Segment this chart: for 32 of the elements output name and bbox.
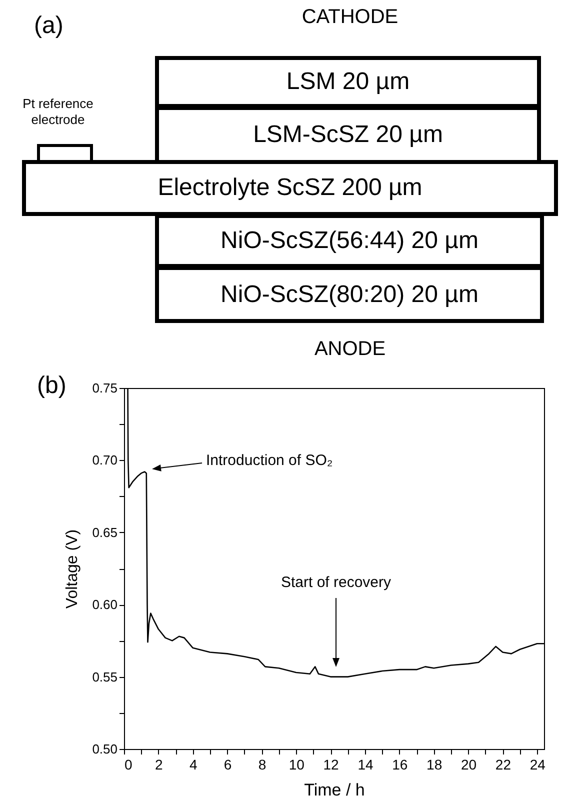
annotation: Start of recovery	[280, 574, 392, 591]
text: (b)	[37, 372, 66, 400]
y-tick-label: 0.55	[92, 669, 118, 684]
annotation: Introduction of SO₂	[206, 452, 333, 469]
text: Pt reference electrode	[22, 96, 94, 128]
x-tick-label: 8	[258, 756, 266, 772]
y-tick-label: 0.50	[92, 742, 118, 756]
text: ANODE	[313, 338, 387, 361]
x-tick-label: 20	[460, 756, 477, 772]
x-tick-label: 14	[358, 756, 374, 772]
x-tick-label: 10	[288, 756, 305, 772]
x-tick-label: 22	[495, 756, 512, 772]
x-tick-label: 2	[155, 756, 164, 772]
x-tick-label: 24	[530, 756, 546, 772]
x-axis-title: Time / h	[304, 780, 365, 800]
x-tick-label: 12	[323, 756, 340, 772]
x-tick-label: 4	[189, 756, 198, 772]
y-tick-label: 0.65	[92, 524, 118, 540]
text: (a)	[34, 12, 64, 40]
layer-box: NiO-ScSZ(56:44) 20 µm	[155, 214, 544, 268]
x-tick-label: 16	[392, 756, 408, 772]
layer-box: LSM 20 µm	[155, 56, 541, 108]
x-tick-label: 18	[426, 756, 442, 772]
layer-box: NiO-ScSZ(80:20) 20 µm	[155, 266, 544, 323]
y-tick-label: 0.75	[92, 380, 118, 396]
x-tick-label: 0	[124, 756, 132, 772]
y-tick-label: 0.60	[92, 597, 118, 612]
layer-box: Electrolyte ScSZ 200 µm	[22, 160, 558, 216]
y-axis-title: Voltage (V)	[64, 529, 82, 609]
text: CATHODE	[300, 6, 400, 29]
y-tick-label: 0.70	[92, 452, 118, 468]
x-tick-label: 6	[224, 756, 232, 772]
